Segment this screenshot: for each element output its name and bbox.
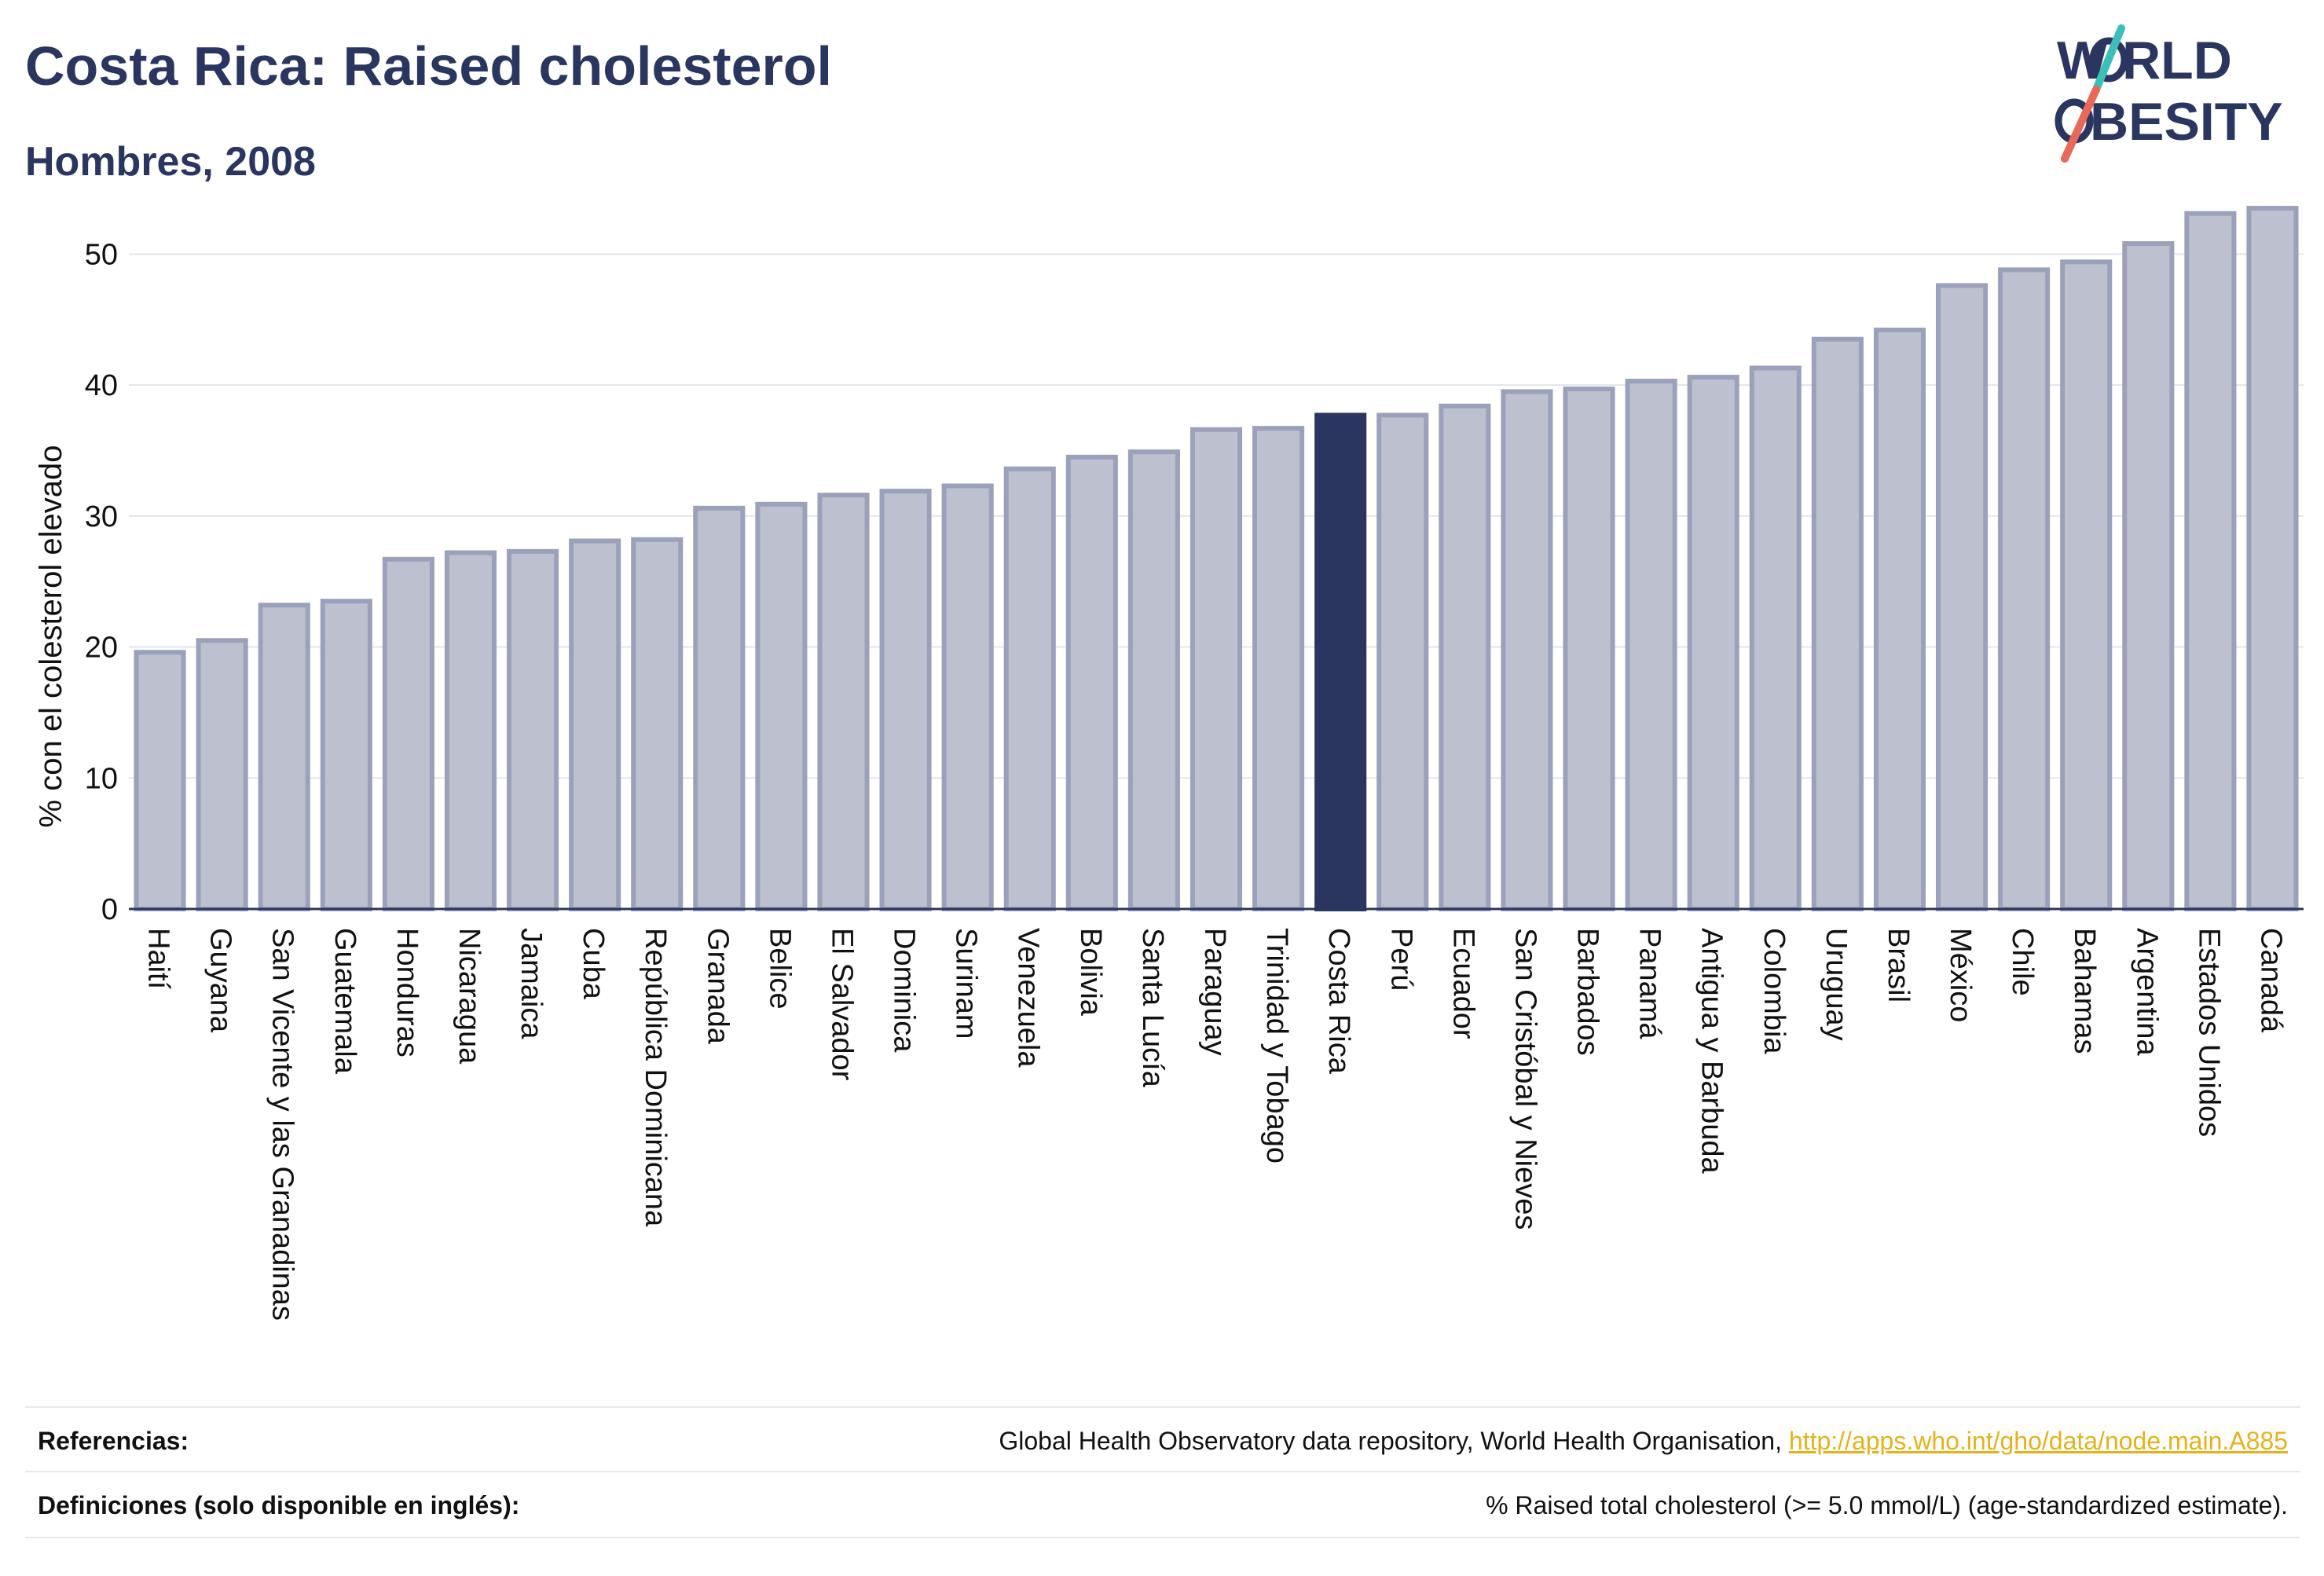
bar [569,538,621,911]
world-obesity-logo: W RLD BESITY [2055,24,2283,163]
references-label: Referencias: [38,1427,189,1455]
logo-line1: W RLD [2057,31,2232,90]
x-tick-label: Guatemala [328,928,361,1075]
x-tick-label: Venezuela [1012,928,1045,1068]
bar [1127,449,1180,911]
x-tick-label: Nicaragua [453,928,486,1065]
x-tick-label: El Salvador [825,928,858,1081]
references-text: Global Health Observatory data repositor… [999,1427,1789,1455]
references-row: Referencias: Global Health Observatory d… [25,1406,2300,1472]
y-tick-label: 40 [85,369,118,402]
y-tick-label: 20 [85,632,118,665]
logo-slash-coral-icon [2061,86,2100,163]
bar [693,505,746,912]
x-tick-label: República Dominicana [639,928,672,1227]
x-tick-label: Uruguay [1820,928,1853,1041]
chart-subtitle: Hombres, 2008 [25,139,316,185]
y-tick-label: 30 [85,500,118,533]
bar [879,489,932,911]
bar [382,556,434,911]
x-tick-label: Belice [763,928,796,1010]
x-tick-label: Trinidad y Tobago [1260,928,1293,1164]
x-tick-label: México [1944,928,1977,1022]
bar [444,550,497,911]
chart-title: Costa Rica: Raised cholesterol [25,35,832,97]
x-tick-label: Jamaica [515,928,548,1039]
x-tick-label: Argentina [2130,928,2163,1057]
y-axis-ticks: 0 10 20 30 40 50 [85,238,118,926]
bar [1811,336,1864,911]
references-value: Global Health Observatory data repositor… [999,1427,2288,1456]
bar [320,599,372,911]
bar [1252,426,1305,911]
bar [1563,387,1615,911]
bar [1439,403,1491,911]
bar [2122,241,2175,911]
x-tick-label: Santa Lucía [1136,928,1169,1088]
definitions-text: % Raised total cholesterol (>= 5.0 mmol/… [1486,1491,2288,1519]
x-tick-label: Haití [142,928,175,990]
x-tick-label: Brasil [1882,928,1915,1002]
x-tick-label: Honduras [390,928,423,1057]
bar [196,638,248,912]
bar [507,548,559,911]
bar [1065,454,1118,911]
x-axis-labels: Haití Guyana San Vicente y las Granadinas G… [142,928,2288,1321]
bar [631,537,684,911]
x-tick-label: Surinam [950,928,983,1039]
bar-highlight [1314,412,1367,911]
bar [1003,466,1056,911]
bar [1376,412,1429,911]
bar [2184,211,2237,912]
bar [1189,427,1243,911]
bar [1998,267,2051,911]
x-tick-label: Costa Rica [1322,928,1355,1075]
bar [2246,206,2299,911]
x-tick-label: Cuba [577,928,610,1000]
bar [1687,375,1739,911]
x-tick-label: Guyana [204,928,237,1033]
x-tick-label: Canadá [2254,928,2287,1033]
references-link[interactable]: http://apps.who.int/gho/data/node.main.A… [1788,1427,2288,1455]
bar [134,650,186,911]
x-tick-label: Paraguay [1198,928,1231,1056]
logo-line2: BESITY [2090,92,2283,152]
y-tick-label: 50 [85,238,118,271]
x-tick-label: San Vicente y las Granadinas [266,928,299,1321]
bar [1935,283,1989,911]
bar [1749,365,1802,911]
definitions-row: Definiciones (solo disponible en inglés)… [25,1471,2300,1538]
x-tick-label: Panamá [1633,928,1666,1039]
bars [134,206,2299,912]
x-tick-label: Ecuador [1446,928,1479,1039]
definitions-label: Definiciones (solo disponible en inglés)… [38,1491,520,1519]
bar [1501,389,1553,912]
x-tick-label: Chile [2006,928,2039,996]
logo-o1-icon [2089,37,2128,82]
x-tick-label: Perú [1384,928,1417,991]
x-tick-label: Colombia [1758,928,1791,1054]
x-tick-label: Antigua y Barbuda [1695,928,1728,1175]
bar [817,493,870,911]
bar [2060,259,2113,912]
bar-chart: 0 10 20 30 40 50 Haití Guyana San Vicente y las… [34,206,2304,1321]
x-tick-label: Granada [701,928,734,1045]
bar [941,483,994,911]
x-tick-label: Bolivia [1074,928,1107,1017]
x-tick-label: Estados Unidos [2192,928,2225,1137]
bar [258,603,310,912]
x-tick-label: San Cristóbal y Nieves [1508,928,1541,1230]
bar [755,501,808,911]
y-tick-label: 0 [101,893,118,926]
x-tick-label: Dominica [888,928,921,1053]
bar [1625,379,1677,911]
x-tick-label: Bahamas [2068,928,2101,1054]
y-axis-label: % con el colesterol elevado [34,445,68,828]
logo-slash-teal-icon [2092,24,2125,93]
y-tick-label: 10 [85,762,118,795]
x-tick-label: Barbados [1571,928,1604,1056]
bar [1873,328,1926,912]
